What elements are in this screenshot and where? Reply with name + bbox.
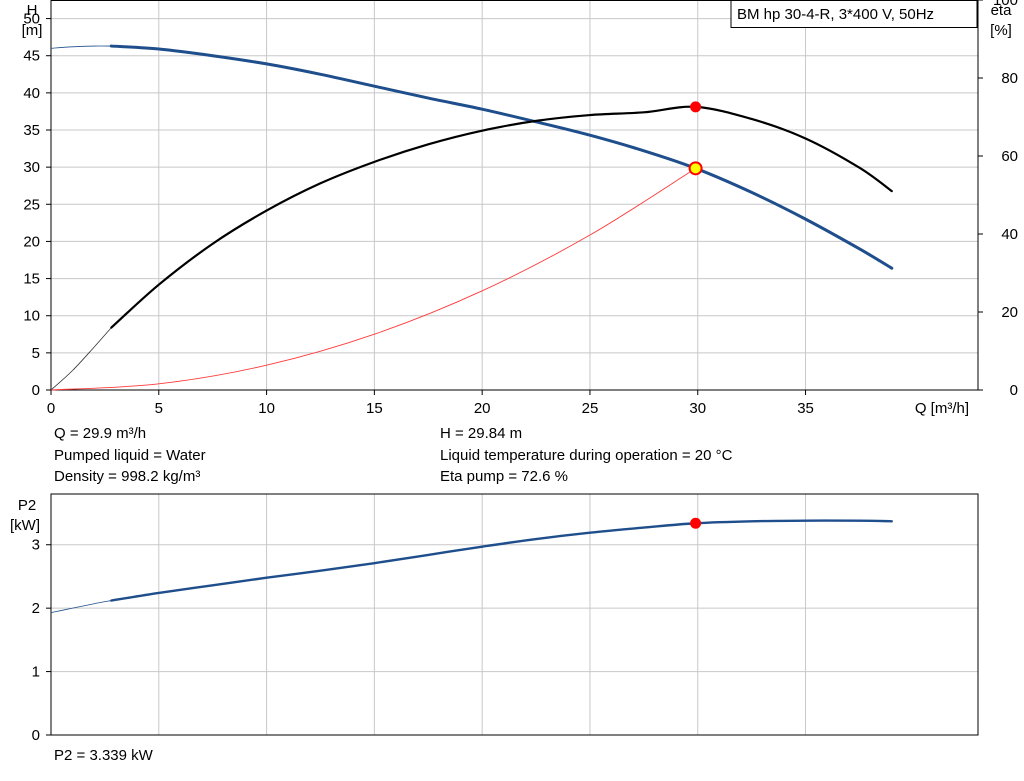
y-left-tick-label: 35: [23, 122, 40, 139]
y-left-tick-label: 0: [32, 382, 40, 399]
x-axis-label: Q [m³/h]: [915, 400, 969, 417]
head-chart-series: [50, 44, 894, 391]
x-tick-label: 15: [366, 400, 383, 417]
y-left-tick-label: 10: [23, 308, 40, 325]
power-tick-label: 2: [32, 600, 40, 617]
y-left-tick-label: 30: [23, 159, 40, 176]
power-chart-frame: [50, 493, 979, 736]
head-chart-frame: [50, 0, 979, 391]
x-tick-label: 10: [258, 400, 275, 417]
power-axis-label: P2: [18, 497, 36, 514]
y-right-tick-label: 100: [993, 0, 1018, 9]
y-left-tick-label: 15: [23, 271, 40, 288]
head-efficiency-chart: 0 5 10 15 20 25 30 35 0 5 10 15 20 25 30 35 40 45 50 0 20 40 6…: [22, 0, 1018, 417]
info-power: P2 = 3.339 kW: [54, 747, 153, 764]
y-axis-right-unit: [%]: [990, 22, 1012, 39]
x-tick-label: 30: [689, 400, 706, 417]
y-right-tick-label: 20: [1001, 304, 1018, 321]
head-duty-point: [688, 161, 703, 176]
y-left-tick-label: 20: [23, 233, 40, 250]
system-curve: [50, 167, 697, 391]
info-flow: Q = 29.9 m³/h: [54, 425, 147, 442]
power-chart-grid: [50, 494, 978, 736]
x-tick-label: 0: [47, 400, 55, 417]
y-right-tick-label: 80: [1001, 70, 1018, 87]
y-axis-left-label: H: [27, 2, 38, 19]
y-right-tick-label: 40: [1001, 226, 1018, 243]
eta-curve-extrapolated: [50, 327, 112, 391]
y-left-tick-label: 25: [23, 196, 40, 213]
head-chart-ticks: 0 5 10 15 20 25 30 35 0 5 10 15 20 25 30 35 40 45 50 0 20 40 6…: [23, 0, 1018, 417]
x-tick-label: 35: [797, 400, 814, 417]
power-tick-label: 1: [32, 664, 40, 681]
x-tick-label: 25: [582, 400, 599, 417]
power-tick-label: 3: [32, 537, 40, 554]
y-left-tick-label: 50: [23, 11, 40, 28]
power-chart-series: [50, 517, 893, 613]
head-curve-extrapolated: [50, 45, 112, 49]
head-chart-grid: [50, 0, 978, 391]
chart-title-box: BM hp 30-4-R, 3*400 V, 50Hz: [730, 0, 978, 28]
chart-title: BM hp 30-4-R, 3*400 V, 50Hz: [737, 6, 934, 23]
y-right-tick-label: 60: [1001, 148, 1018, 165]
power-tick-label: 0: [32, 727, 40, 744]
y-axis-right-label: eta: [991, 2, 1013, 19]
power-curve: [110, 519, 893, 602]
y-left-tick-label: 45: [23, 48, 40, 65]
info-liquid: Pumped liquid = Water: [54, 447, 206, 464]
info-eta-pump: Eta pump = 72.6 %: [440, 468, 568, 485]
chart-title-frame: [730, 0, 978, 28]
y-left-tick-label: 5: [32, 345, 40, 362]
y-axis-left-unit: [m]: [22, 22, 43, 39]
y-right-tick-label: 0: [1010, 382, 1018, 399]
info-head: H = 29.84 m: [440, 425, 523, 442]
power-chart: 0 1 2 3 P2 [kW]: [10, 493, 979, 744]
power-chart-ticks: 0 1 2 3: [32, 537, 51, 744]
y-left-tick-label: 40: [23, 85, 40, 102]
eta-curve: [110, 105, 893, 329]
power-curve-extrapolated: [50, 600, 112, 613]
head-curve: [109, 44, 894, 270]
x-tick-label: 5: [155, 400, 163, 417]
power-duty-point: [690, 517, 702, 529]
x-tick-label: 20: [474, 400, 491, 417]
eta-duty-point: [690, 101, 702, 113]
info-temperature: Liquid temperature during operation = 20…: [440, 447, 733, 464]
info-density: Density = 998.2 kg/m³: [54, 468, 201, 485]
power-axis-unit: [kW]: [10, 517, 40, 534]
